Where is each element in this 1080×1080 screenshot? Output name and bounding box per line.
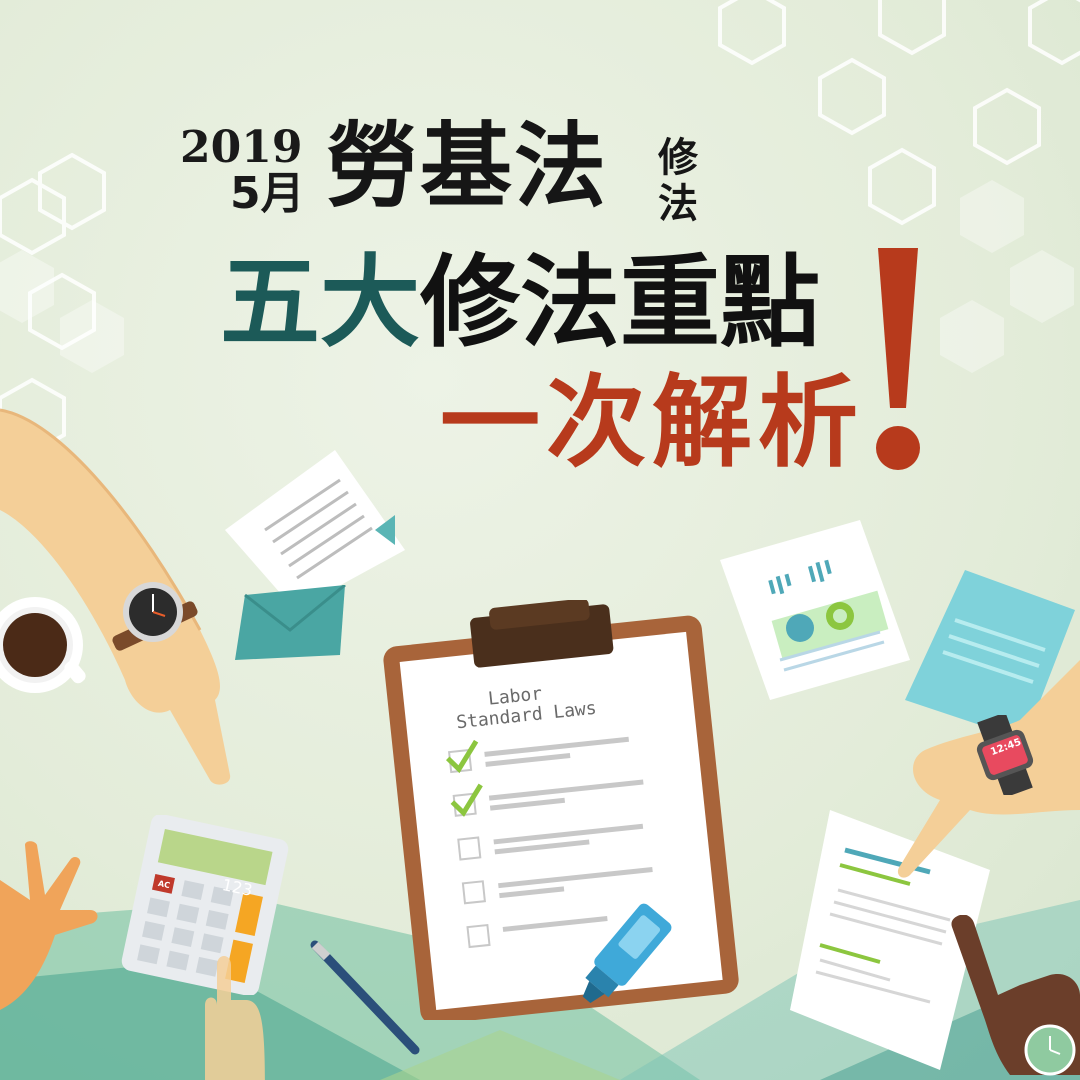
report-document-icon	[790, 810, 990, 1070]
checklist-item	[461, 866, 653, 905]
checklist	[445, 736, 653, 949]
bottom-hand-pointing	[205, 956, 265, 1080]
headline-law: 勞基法	[326, 112, 609, 220]
left-hand-open	[0, 841, 98, 1010]
checklist-item	[450, 779, 644, 817]
checklist-item	[445, 736, 630, 774]
headline-key-points: 修法重點	[420, 243, 820, 361]
checklist-item	[457, 823, 644, 861]
headline-five-major: 五大	[220, 243, 420, 361]
calculator-display	[157, 829, 273, 886]
headline-one-time-analysis: 一次解析	[440, 363, 864, 481]
headline-amend-top: 修	[658, 134, 698, 181]
exclamation-icon	[876, 248, 920, 470]
highlighter-icon	[582, 903, 672, 1004]
watch-icon-bottom-right	[1024, 1024, 1076, 1076]
checklist-item	[466, 915, 608, 949]
envelope-icon	[235, 585, 346, 660]
headline-year: 2019	[180, 122, 303, 173]
wristwatch-icon	[112, 582, 198, 651]
left-arm-pointing	[0, 408, 231, 785]
headline-month: 5月	[230, 168, 305, 219]
coffee-cup-icon	[0, 597, 86, 693]
checkmark-icon	[445, 739, 479, 774]
document-icon	[225, 450, 405, 610]
headline-amend-bottom: 法	[658, 180, 698, 227]
smartwatch-icon	[976, 715, 1034, 795]
pen-icon	[310, 940, 420, 1055]
checkmark-icon	[450, 783, 483, 817]
teal-document-icon	[905, 570, 1075, 740]
report-chart-document-icon	[720, 520, 910, 700]
calculator	[121, 815, 289, 995]
